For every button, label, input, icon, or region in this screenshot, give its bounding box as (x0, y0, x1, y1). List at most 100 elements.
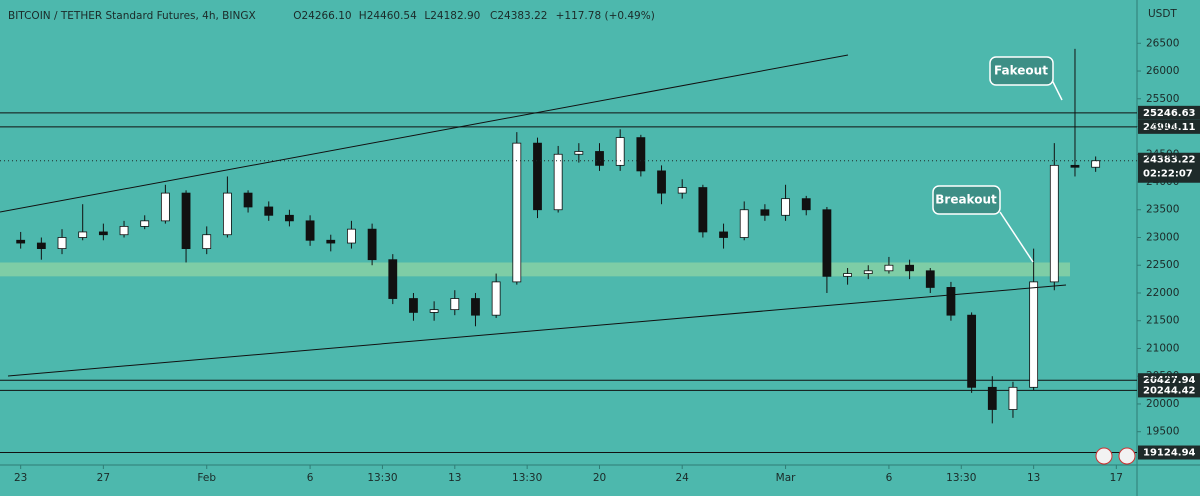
candle-body (987, 386, 997, 410)
candle-body (636, 137, 646, 172)
annotation-text: Breakout (935, 193, 997, 207)
level-badge (1138, 119, 1200, 134)
candle-body (905, 264, 914, 272)
countdown: 02:22:07 (1143, 169, 1193, 180)
level-badge (1138, 105, 1200, 120)
candle-body (925, 270, 935, 288)
trendline (7, 284, 1067, 377)
y-tick-label: 21500 (1146, 315, 1179, 327)
candle-body (512, 142, 522, 283)
y-tick-label: 26500 (1146, 37, 1179, 49)
zone (0, 262, 1070, 277)
candle-body (367, 228, 377, 261)
candle-body (160, 192, 170, 222)
ohlc-label: H24460.54 (359, 10, 417, 22)
candle-body (347, 228, 356, 244)
pointer (999, 211, 1034, 263)
annotation: Fakeout Breakout (932, 56, 1063, 263)
candle-body (491, 281, 501, 316)
y-tick-label: 26000 (1146, 65, 1179, 77)
y-tick-label: 21000 (1146, 342, 1179, 354)
candle-body (1008, 386, 1018, 410)
candle-body (1091, 160, 1101, 168)
x-tick-label: 27 (97, 472, 110, 484)
candle-body (1049, 164, 1059, 283)
candle-body (264, 206, 274, 216)
y-tick-label: 24500 (1146, 148, 1179, 160)
candle-body (36, 242, 46, 249)
y-tick-label: 22000 (1146, 287, 1179, 299)
y-tick-label: 25000 (1146, 121, 1179, 133)
candle-body (574, 151, 584, 155)
candle-body (140, 220, 150, 227)
y-tick-label: 20500 (1146, 370, 1179, 382)
candle-body (305, 220, 315, 241)
candle-body (946, 287, 956, 316)
candle-body (533, 142, 542, 211)
candle-body (202, 234, 212, 249)
x-tick-label: 6 (886, 472, 893, 484)
level-badge (1138, 383, 1200, 398)
candle-body (388, 259, 398, 299)
candle-body (78, 231, 88, 238)
x-tick-label: 13:30 (367, 472, 397, 484)
candle-body (781, 198, 790, 216)
candle-body (1029, 281, 1039, 388)
trendline (0, 54, 849, 213)
candle-body (719, 231, 728, 238)
candle-body (1070, 164, 1080, 168)
candle-body (884, 264, 894, 272)
candle-body (98, 231, 108, 236)
candle-body (615, 137, 625, 166)
y-tick-label: 22500 (1146, 259, 1179, 271)
icon[interactable] (1118, 447, 1136, 465)
candle-body (595, 151, 604, 166)
candle-body (471, 298, 480, 316)
candle-body (409, 298, 418, 313)
candle-body (698, 187, 708, 233)
level-label: 20427.94 (1143, 375, 1196, 386)
pointer (1051, 79, 1063, 101)
x-tick-label: 13 (448, 472, 461, 484)
candle-body (843, 273, 852, 277)
annotation-box (989, 56, 1054, 86)
price-badge (1138, 152, 1200, 183)
icon[interactable] (1095, 447, 1113, 465)
candle-body (822, 209, 832, 277)
candle-body (863, 270, 873, 274)
annotation-box (932, 185, 1001, 215)
ohlc-label: O24266.10 (293, 10, 351, 22)
level-badge (1138, 445, 1200, 460)
y-tick-label: 19500 (1146, 426, 1179, 438)
x-tick-label: 6 (307, 472, 314, 484)
ohlc-label: L24182.90 (424, 10, 480, 22)
candle-body (16, 239, 26, 244)
axis-label: USDT (1148, 8, 1177, 20)
x-tick-label: 24 (676, 472, 690, 484)
candle-body (967, 314, 977, 388)
candle-body (450, 298, 460, 311)
price-label: 24383.22 (1143, 155, 1196, 166)
ohlc-label: C24383.22 (490, 10, 547, 22)
candle-body (657, 170, 666, 194)
candle-body (677, 187, 687, 194)
candle-body (760, 209, 770, 216)
y-tick-label: 20000 (1146, 398, 1179, 410)
x-tick-label: 13:30 (512, 472, 542, 484)
y-tick-label: 24000 (1146, 176, 1179, 188)
x-tick-label: Feb (197, 472, 216, 484)
candle-body (429, 309, 439, 313)
y-tick-label: 25500 (1146, 93, 1179, 105)
candle-body (739, 209, 749, 238)
candle-body (222, 192, 232, 236)
x-tick-label: Mar (776, 472, 796, 484)
candle-body (57, 237, 67, 249)
change-label: +117.78 (+0.49%) (556, 10, 655, 22)
y-tick-label: 23500 (1146, 204, 1179, 216)
y-tick-label: 23000 (1146, 231, 1179, 243)
level-label: 19124.94 (1143, 448, 1196, 459)
candle-body (801, 198, 811, 211)
candle-body (326, 239, 336, 244)
